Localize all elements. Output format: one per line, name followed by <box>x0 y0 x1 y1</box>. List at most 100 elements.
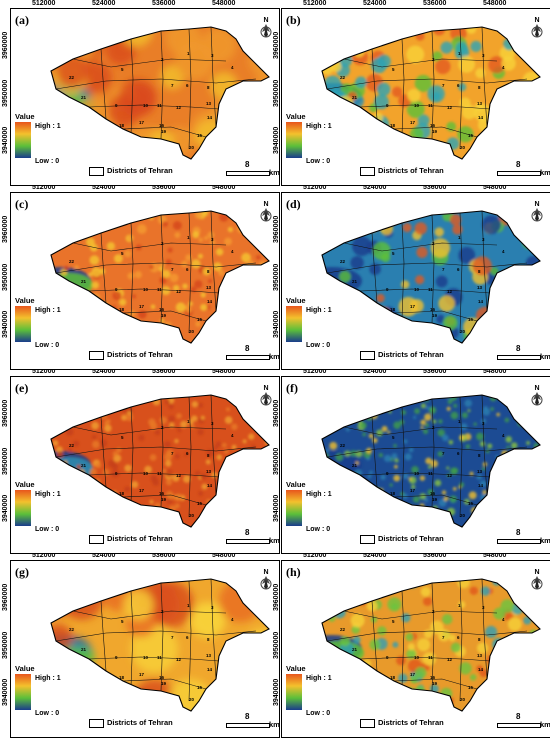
district-number: 11 <box>157 655 162 660</box>
district-number: 8 <box>478 637 481 642</box>
legend-low: Low : 0 <box>35 158 60 165</box>
district-number: 20 <box>460 329 466 334</box>
district-boundary <box>188 396 192 518</box>
district-boundary <box>371 232 378 304</box>
district-boundary <box>72 426 227 436</box>
y-tick-label: 3960000 <box>2 583 9 611</box>
top-tick-label: 536000 <box>152 184 176 191</box>
district-boundary <box>326 446 528 458</box>
north-arrow-icon: N <box>260 201 272 222</box>
district-number: 22 <box>69 75 75 80</box>
district-number: 15 <box>197 501 203 506</box>
district-number: 9 <box>115 471 118 476</box>
districts-legend-label: Districts of Tehran <box>107 534 173 543</box>
svg-text:N: N <box>263 201 268 208</box>
panel-label: (f) <box>286 381 298 395</box>
district-number: 5 <box>392 251 395 256</box>
scale-bar-unit: km <box>269 352 280 361</box>
district-number: 12 <box>176 289 182 294</box>
district-number: 16 <box>430 307 436 312</box>
district-number: 21 <box>352 279 358 284</box>
north-arrow-icon: N <box>531 385 543 406</box>
legend: Value High : 1 Low : 0 <box>15 664 61 717</box>
y-tick-label: 3940000 <box>2 126 9 154</box>
city-outline <box>50 394 270 528</box>
district-number: 22 <box>69 259 75 264</box>
y-tick-label: 3960000 <box>273 583 280 611</box>
district-number: 14 <box>478 483 484 488</box>
district-boundary <box>459 580 463 702</box>
district-number: 5 <box>392 67 395 72</box>
scale-bar <box>497 539 541 544</box>
district-number: 20 <box>189 513 195 518</box>
top-tick-label: 524000 <box>92 368 116 375</box>
district-number: 12 <box>176 105 182 110</box>
scale-bar-unit: km <box>269 720 280 729</box>
district-number: 18 <box>119 491 125 496</box>
legend-low: Low : 0 <box>306 526 331 533</box>
top-tick-label: 524000 <box>92 552 116 559</box>
district-number: 21 <box>352 463 358 468</box>
district-number: 1 <box>187 419 190 424</box>
top-tick-label: 512000 <box>303 368 327 375</box>
legend: Value High : 1 Low : 0 <box>286 480 332 533</box>
legend-high: High : 1 <box>35 123 61 130</box>
scale-bar-value: 8 <box>516 712 521 721</box>
top-tick-label: 548000 <box>212 552 236 559</box>
y-tick-label: 3950000 <box>2 263 9 291</box>
district-boundary <box>100 600 107 672</box>
district-number: 18 <box>119 675 125 680</box>
top-tick-label: 548000 <box>483 184 507 191</box>
y-tick-label: 3960000 <box>273 399 280 427</box>
district-boundary <box>359 656 491 662</box>
top-tick-label: 524000 <box>363 184 387 191</box>
district-number: 3 <box>482 605 485 610</box>
legend-color-ramp <box>286 490 302 526</box>
legend-color-ramp <box>15 306 31 342</box>
district-number: 10 <box>143 103 149 108</box>
scale-bar <box>226 723 270 728</box>
district-number: 12 <box>447 105 453 110</box>
district-number: 4 <box>502 617 505 622</box>
top-tick-label: 536000 <box>423 552 447 559</box>
scale-bar-unit: km <box>540 168 550 177</box>
district-number: 20 <box>189 329 195 334</box>
district-number: 21 <box>81 647 87 652</box>
svg-text:N: N <box>263 17 268 24</box>
district-number: 2 <box>432 425 435 430</box>
district-number: 16 <box>430 123 436 128</box>
district-number: 20 <box>460 145 466 150</box>
district-number: 17 <box>410 120 416 125</box>
district-number: 2 <box>161 609 164 614</box>
district-boundary <box>343 58 498 68</box>
district-number: 1 <box>458 51 461 56</box>
top-tick-label: 524000 <box>363 552 387 559</box>
city-outline <box>321 26 541 160</box>
y-tick-label: 3950000 <box>273 447 280 475</box>
top-tick-label: 536000 <box>152 368 176 375</box>
district-number: 4 <box>502 65 505 70</box>
district-number: 8 <box>478 453 481 458</box>
district-number: 16 <box>430 675 436 680</box>
top-tick-label: 548000 <box>212 0 236 7</box>
legend-low: Low : 0 <box>35 342 60 349</box>
district-boundary <box>88 104 220 110</box>
district-number: 9 <box>386 471 389 476</box>
district-number: 8 <box>478 269 481 274</box>
legend: Value High : 1 Low : 0 <box>15 296 61 349</box>
district-boundary <box>100 232 107 304</box>
district-number: 9 <box>115 287 118 292</box>
district-boundary <box>393 126 478 138</box>
district-number: 19 <box>161 497 167 502</box>
district-number: 12 <box>176 473 182 478</box>
district-number: 16 <box>430 491 436 496</box>
district-number: 15 <box>468 685 474 690</box>
district-boundary <box>393 310 478 322</box>
top-tick-label: 524000 <box>363 0 387 7</box>
district-boundary <box>130 406 134 504</box>
district-number: 6 <box>457 83 460 88</box>
y-tick-label: 3950000 <box>2 447 9 475</box>
district-number: 11 <box>428 655 433 660</box>
scale-bar <box>497 723 541 728</box>
